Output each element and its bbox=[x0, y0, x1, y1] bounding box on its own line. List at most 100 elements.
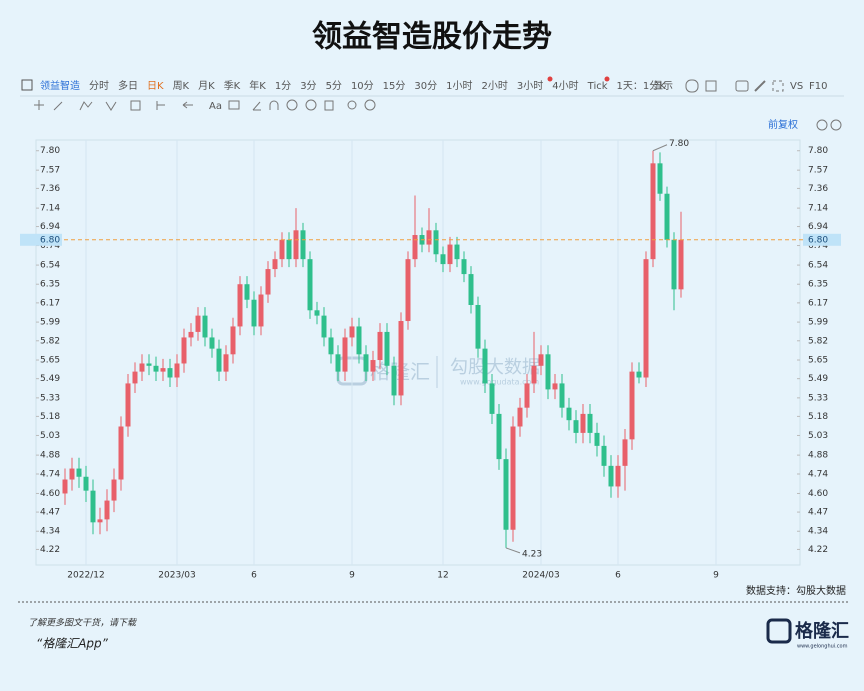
fullscreen-icon[interactable] bbox=[772, 80, 784, 92]
range-tool[interactable] bbox=[156, 101, 165, 110]
y-tick-label: 6.94 bbox=[40, 222, 60, 232]
x-tick-label: 2022/12 bbox=[67, 571, 104, 581]
min-label: 4.23 bbox=[522, 549, 542, 559]
toolbar-item[interactable]: Tick bbox=[587, 81, 608, 92]
zoom-out[interactable] bbox=[816, 119, 828, 131]
candle-body bbox=[279, 239, 285, 260]
toolbar-item[interactable]: 1天：1分K bbox=[617, 80, 667, 92]
y-tick-label: 4.74 bbox=[40, 470, 60, 480]
arrow-tool[interactable] bbox=[182, 101, 193, 109]
candle-body bbox=[328, 337, 334, 355]
toolbar-item[interactable]: Aa bbox=[209, 101, 222, 112]
y-tick-label: 5.99 bbox=[40, 318, 60, 328]
toolbar-item[interactable]: VS bbox=[790, 81, 803, 92]
candle-body bbox=[447, 244, 453, 265]
checkbox[interactable] bbox=[705, 80, 717, 92]
footer-text: 了解更多图文干货，请下载 bbox=[28, 618, 137, 629]
toolbar-item[interactable]: 领益智造 bbox=[40, 79, 80, 92]
watermark-url: www.gogudata.com bbox=[460, 378, 539, 387]
candle-body bbox=[286, 239, 292, 260]
toolbar-item[interactable]: 10分 bbox=[351, 80, 374, 92]
candle-body bbox=[118, 426, 124, 480]
zoom-in[interactable] bbox=[830, 119, 842, 131]
toolbar-item[interactable]: 1分 bbox=[275, 80, 291, 92]
candle-body bbox=[202, 315, 208, 338]
camera-icon[interactable] bbox=[735, 80, 749, 92]
note-tool[interactable] bbox=[228, 100, 240, 110]
measure-tool[interactable] bbox=[130, 100, 141, 111]
y-tick-label: 7.14 bbox=[40, 204, 60, 214]
y-tick-label: 5.65 bbox=[808, 356, 828, 366]
plot-frame bbox=[35, 139, 801, 566]
pattern-tool[interactable] bbox=[79, 101, 93, 111]
angle-tool[interactable] bbox=[252, 101, 261, 111]
y-tick-label: 6.74 bbox=[808, 241, 828, 251]
candle-body bbox=[272, 259, 278, 270]
candle-body bbox=[671, 239, 677, 290]
y-tick-label: 4.47 bbox=[808, 508, 828, 518]
candle-body bbox=[587, 413, 593, 433]
candle-body bbox=[629, 371, 635, 440]
max-label: 7.80 bbox=[669, 139, 689, 149]
hide-tool[interactable] bbox=[305, 99, 317, 111]
toolbar-item[interactable]: 15分 bbox=[383, 80, 406, 92]
eye-tool[interactable] bbox=[286, 99, 298, 111]
candle-body bbox=[454, 244, 460, 260]
toolbar-item[interactable]: 1小时 bbox=[446, 80, 472, 92]
toolbar: 领益智造 分时 多日 日K 周K 月K 季K 年K 1分 3分 5分 10分 15分 30分 1小时 2小时 3… bbox=[40, 79, 666, 92]
adjust-button[interactable]: 前复权 bbox=[768, 118, 798, 131]
line-tool[interactable] bbox=[53, 101, 63, 111]
toolbar-item[interactable]: 日K bbox=[147, 81, 164, 92]
candle-body bbox=[475, 304, 481, 349]
toolbar-item[interactable]: 分时 bbox=[89, 80, 109, 92]
delete-tool[interactable] bbox=[324, 100, 334, 111]
y-tick-label: 6.94 bbox=[808, 222, 828, 232]
toolbar-item[interactable]: 2小时 bbox=[482, 80, 508, 92]
toolbar-item[interactable]: 显示 bbox=[653, 80, 673, 92]
y-tick-label: 5.49 bbox=[40, 374, 60, 384]
x-tick-label: 6 bbox=[615, 571, 621, 581]
settings-icon[interactable] bbox=[685, 79, 699, 93]
toolbar-item[interactable]: 3分 bbox=[300, 80, 316, 92]
toolbar-item[interactable]: F10 bbox=[809, 81, 827, 92]
logo-url: www.gelonghui.com bbox=[797, 644, 848, 650]
last-price-label: 6.80 bbox=[40, 235, 60, 245]
logo-icon bbox=[766, 618, 792, 644]
candle-body bbox=[111, 479, 117, 501]
crosshair-tool[interactable] bbox=[34, 100, 44, 110]
toolbar-item[interactable]: 多日 bbox=[118, 79, 138, 92]
candle-body bbox=[139, 363, 145, 372]
panel-icon[interactable] bbox=[21, 79, 33, 91]
toolbar-item[interactable]: 周K bbox=[173, 80, 190, 92]
drawing-tools bbox=[34, 99, 376, 111]
toolbar-item[interactable]: 30分 bbox=[414, 80, 437, 92]
y-tick-label: 5.65 bbox=[40, 356, 60, 366]
y-tick-label: 5.18 bbox=[808, 412, 828, 422]
settings-tool[interactable] bbox=[364, 99, 376, 111]
dot bbox=[547, 76, 553, 82]
toolbar-item[interactable]: 月K bbox=[198, 80, 215, 92]
toolbar-item[interactable]: 4小时 bbox=[552, 80, 578, 92]
magnet-tool[interactable] bbox=[269, 100, 279, 110]
y-tick-label: 4.88 bbox=[40, 451, 60, 461]
x-tick-label: 2023/03 bbox=[158, 571, 195, 581]
toolbar-item[interactable]: 年K bbox=[249, 79, 266, 92]
link-tool[interactable] bbox=[347, 100, 357, 110]
candle-body bbox=[104, 500, 110, 520]
candle-body bbox=[293, 230, 299, 260]
toolbar-item[interactable]: 3小时 bbox=[517, 80, 543, 92]
wave-tool[interactable] bbox=[105, 101, 117, 111]
y-tick-label: 6.74 bbox=[40, 241, 60, 251]
pen-icon[interactable] bbox=[754, 80, 766, 92]
watermark: 勾股大数据 bbox=[450, 357, 540, 378]
candle-body bbox=[83, 476, 89, 491]
candle-body bbox=[531, 365, 537, 384]
toolbar-item[interactable]: 季K bbox=[224, 80, 241, 92]
last-price-box bbox=[803, 233, 841, 246]
y-tick-label: 6.54 bbox=[808, 261, 828, 271]
y-tick-label: 7.80 bbox=[808, 146, 828, 156]
toolbar-item[interactable]: 5分 bbox=[326, 80, 342, 92]
candle-body bbox=[559, 383, 565, 408]
candle-body bbox=[321, 315, 327, 338]
